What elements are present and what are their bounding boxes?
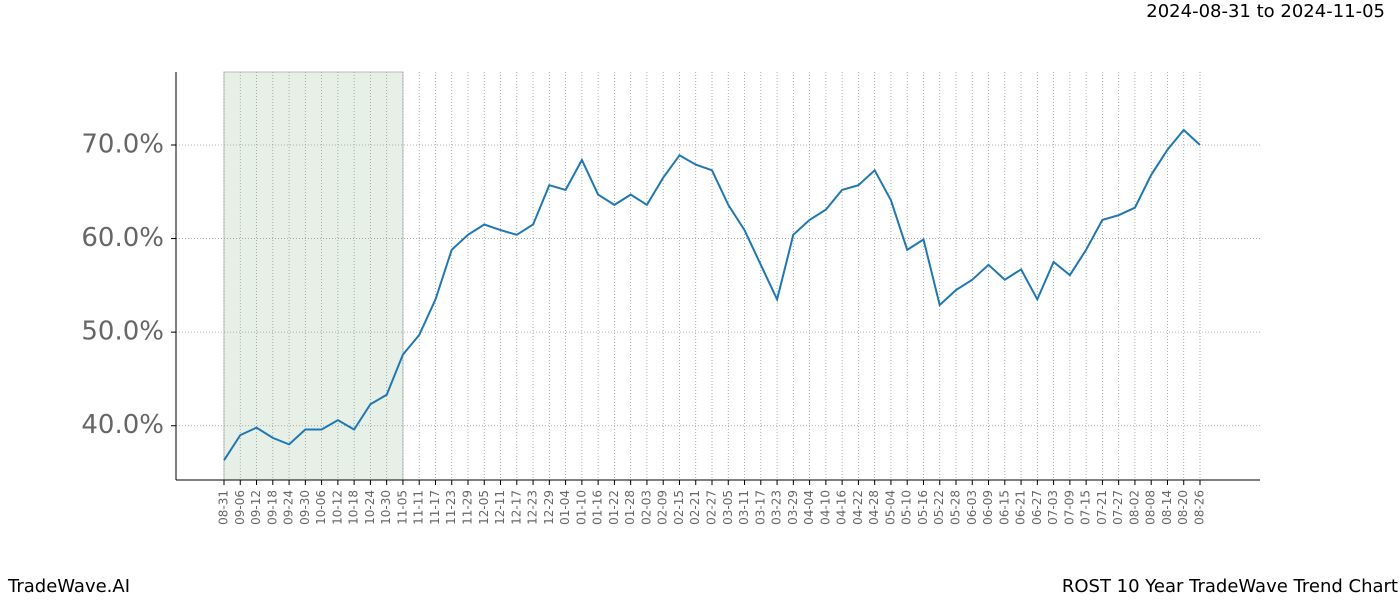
x-tick-label: 02-27 [705, 490, 719, 525]
x-tick-label: 09-18 [265, 490, 279, 525]
x-tick-label: 03-23 [770, 490, 784, 525]
x-tick-label: 09-06 [233, 490, 247, 525]
x-tick-label: 01-04 [558, 490, 572, 525]
x-tick-label: 04-28 [867, 490, 881, 525]
x-tick-label: 10-24 [363, 490, 377, 525]
x-tick-label: 06-27 [1030, 490, 1044, 525]
x-tick-label: 03-05 [721, 490, 735, 525]
x-tick-label: 04-16 [835, 490, 849, 525]
x-tick-label: 08-20 [1176, 490, 1190, 525]
x-tick-label: 02-09 [656, 490, 670, 525]
x-tick-label: 02-03 [639, 490, 653, 525]
x-tick-label: 10-30 [379, 490, 393, 525]
trend-line [223, 128, 1201, 461]
y-tick-label: 50.0% [81, 317, 164, 347]
x-tick-label: 12-17 [509, 490, 523, 525]
chart-subtitle: 2024-08-31 to 2024-11-05 [1146, 1, 1385, 22]
x-tick-label: 03-17 [753, 490, 767, 525]
x-tick-label: 07-27 [1111, 490, 1125, 525]
y-tick-label: 40.0% [81, 410, 164, 440]
x-tick-label: 01-16 [591, 490, 605, 525]
x-tick-label: 08-26 [1193, 490, 1207, 525]
x-tick-label: 07-09 [1062, 490, 1076, 525]
x-tick-label: 04-10 [818, 490, 832, 525]
x-tick-label: 07-15 [1079, 490, 1093, 525]
x-tick-label: 05-04 [883, 490, 897, 525]
x-tick-label: 02-15 [672, 490, 686, 525]
x-tick-label: 12-23 [526, 490, 540, 525]
x-tick-label: 10-06 [314, 490, 328, 525]
source: TradeWave.AI [7, 576, 130, 597]
x-tick-label: 01-10 [574, 490, 588, 525]
x-tick-label: 09-24 [282, 490, 296, 525]
x-tick-label: 03-29 [786, 490, 800, 525]
x-tick-label: 06-15 [997, 490, 1011, 525]
x-tick-label: 04-22 [851, 490, 865, 525]
x-tick-label: 12-05 [477, 490, 491, 525]
x-tick-label: 11-11 [412, 490, 426, 525]
x-tick-label: 06-03 [965, 490, 979, 525]
x-tick-label: 08-31 [217, 490, 231, 525]
x-tick-label: 05-28 [949, 490, 963, 525]
x-tick-label: 04-04 [802, 490, 816, 525]
chart-title: ROST 10 Year TradeWave Trend Chart [1062, 576, 1398, 597]
y-tick-label: 60.0% [81, 223, 164, 253]
y-tick-label: 70.0% [81, 129, 164, 159]
x-tick-label: 05-22 [932, 490, 946, 525]
x-tick-label: 07-21 [1095, 490, 1109, 525]
x-tick-label: 12-11 [493, 490, 507, 525]
x-tick-label: 05-16 [916, 490, 930, 525]
highlight-region [223, 71, 404, 481]
x-tick-label: 10-18 [347, 490, 361, 525]
x-tick-label: 08-02 [1127, 490, 1141, 525]
x-tick-label: 08-14 [1160, 490, 1174, 525]
x-tick-label: 09-12 [249, 490, 263, 525]
x-tick-label: 11-17 [428, 490, 442, 525]
x-tick-label: 01-28 [623, 490, 637, 525]
x-tick-label: 10-12 [330, 490, 344, 525]
x-tick-label: 01-22 [607, 490, 621, 525]
x-tick-label: 06-09 [981, 490, 995, 525]
x-tick-label: 08-08 [1144, 490, 1158, 525]
x-tick-label: 12-29 [542, 490, 556, 525]
x-tick-label: 07-03 [1046, 490, 1060, 525]
x-tick-label: 06-21 [1014, 490, 1028, 525]
x-tick-label: 05-10 [900, 490, 914, 525]
x-tick-label: 11-29 [461, 490, 475, 525]
x-tick-label: 11-05 [395, 490, 409, 525]
x-tick-label: 09-30 [298, 490, 312, 525]
x-tick-label: 03-11 [737, 490, 751, 525]
x-tick-label: 11-23 [444, 490, 458, 525]
x-tick-label: 02-21 [688, 490, 702, 525]
